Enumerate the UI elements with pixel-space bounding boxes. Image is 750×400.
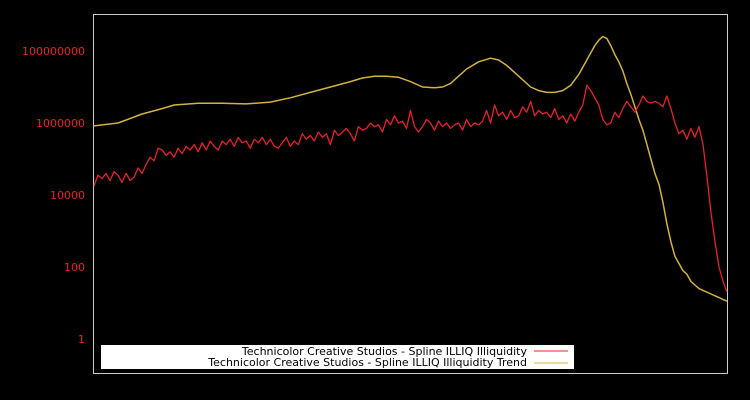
y-tick-label: 100000000 xyxy=(22,45,85,58)
legend: Technicolor Creative Studios - Spline IL… xyxy=(101,345,574,369)
legend-label-illiquidity: Technicolor Creative Studios - Spline IL… xyxy=(241,345,528,358)
y-tick-label: 100 xyxy=(64,261,85,274)
series-layer xyxy=(93,35,728,302)
y-tick-label: 1 xyxy=(78,333,85,346)
legend-label-trend: Technicolor Creative Studios - Spline IL… xyxy=(207,356,527,369)
y-tick-label: 10000 xyxy=(50,189,85,202)
y-axis-ticks: 100000000 1000000 10000 100 1 xyxy=(22,45,85,346)
legend-box xyxy=(101,345,574,369)
y-tick-label: 1000000 xyxy=(36,117,85,130)
plot-area xyxy=(93,14,728,374)
trend-line xyxy=(93,35,728,302)
illiquidity-line xyxy=(93,84,728,293)
